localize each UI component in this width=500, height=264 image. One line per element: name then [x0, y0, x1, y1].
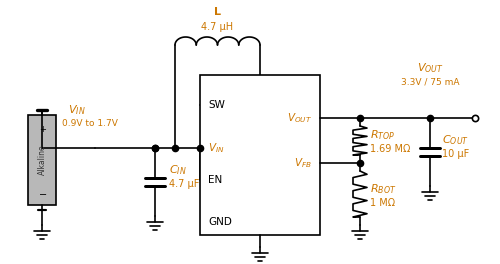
Text: 10 μF: 10 μF [442, 149, 469, 159]
Text: $\mathregular{R_{TOP}}$: $\mathregular{R_{TOP}}$ [370, 129, 396, 142]
Text: $\mathregular{V_{OUT}}$: $\mathregular{V_{OUT}}$ [287, 111, 312, 125]
Text: $\mathregular{V_{FB}}$: $\mathregular{V_{FB}}$ [294, 156, 312, 170]
Text: SW: SW [208, 100, 225, 110]
Text: −: − [39, 190, 47, 200]
Text: 1 MΩ: 1 MΩ [370, 198, 395, 208]
Text: GND: GND [208, 217, 232, 227]
Bar [200, 75, 320, 235]
Text: 0.9V to 1.7V: 0.9V to 1.7V [62, 119, 118, 128]
Text: $\mathregular{R_{BOT}}$: $\mathregular{R_{BOT}}$ [370, 182, 396, 196]
Text: $\mathregular{C_{IN}}$: $\mathregular{C_{IN}}$ [169, 163, 187, 177]
Text: $\mathregular{V_{IN}}$: $\mathregular{V_{IN}}$ [68, 103, 86, 117]
Text: +: + [40, 125, 46, 134]
Text: Alkaline: Alkaline [38, 145, 46, 175]
Text: EN: EN [208, 175, 222, 185]
Text: 1.69 MΩ: 1.69 MΩ [370, 144, 410, 154]
Text: L: L [214, 7, 221, 17]
Text: 4.7 μH: 4.7 μH [202, 22, 234, 32]
Bar [28, 115, 56, 205]
Text: $\mathregular{C_{OUT}}$: $\mathregular{C_{OUT}}$ [442, 133, 469, 147]
Text: 3.3V / 75 mA: 3.3V / 75 mA [401, 78, 459, 87]
Text: $\mathregular{V_{OUT}}$: $\mathregular{V_{OUT}}$ [416, 61, 444, 75]
Text: 4.7 μF: 4.7 μF [169, 179, 200, 189]
Text: $\mathregular{V_{IN}}$: $\mathregular{V_{IN}}$ [208, 141, 224, 155]
